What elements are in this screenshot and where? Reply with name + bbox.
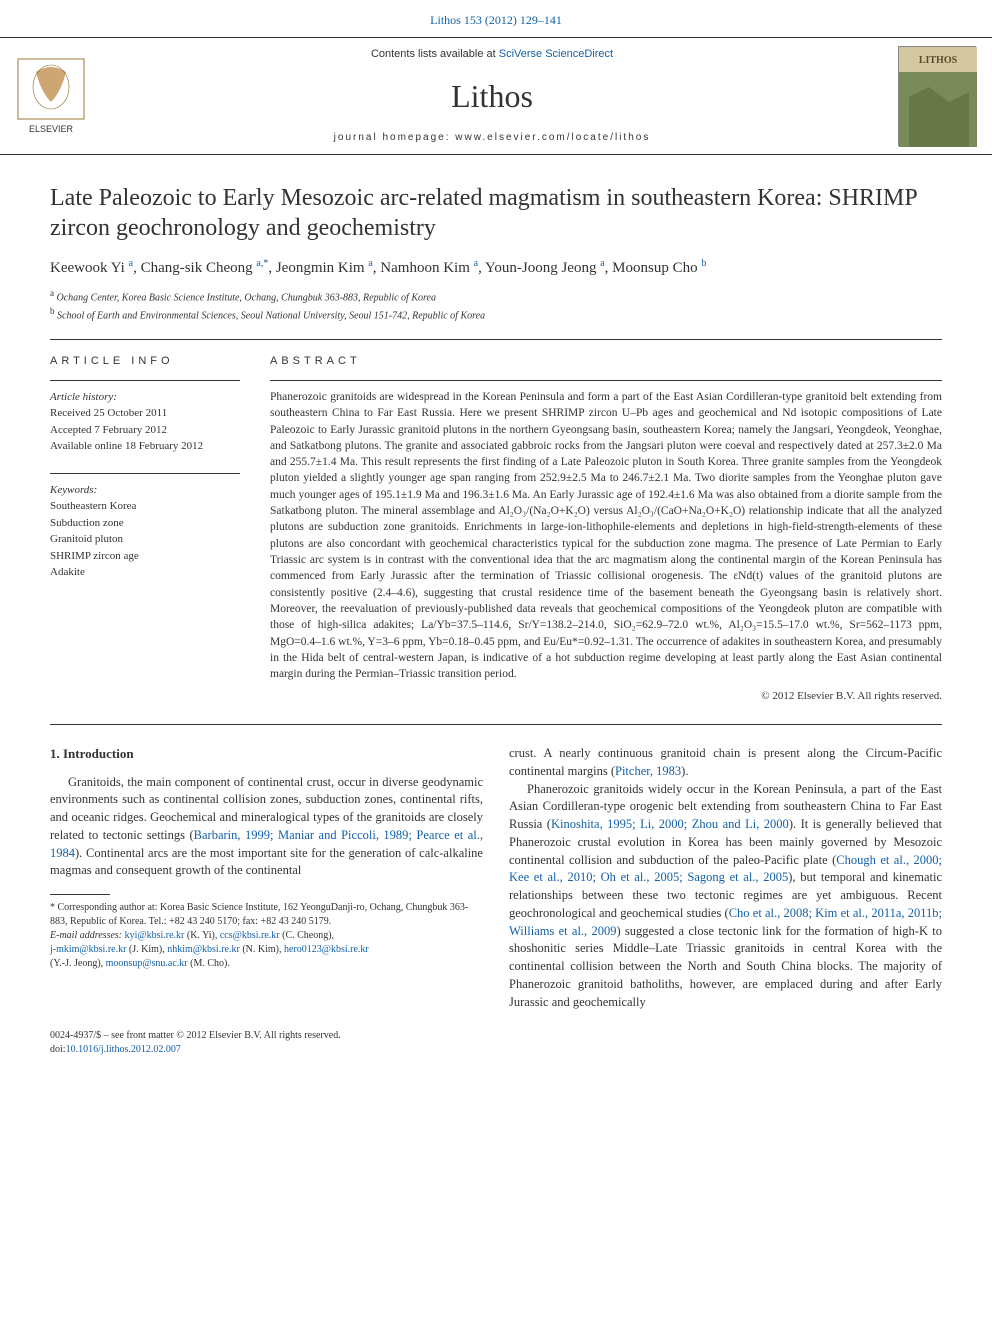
page-footer: 0024-4937/$ – see front matter © 2012 El… [0,1011,992,1069]
history-online: Available online 18 February 2012 [50,438,240,455]
article-info-col: ARTICLE INFO Article history: Received 2… [50,354,240,704]
keywords-block: Keywords: Southeastern Korea Subduction … [50,482,240,581]
keyword: Granitoid pluton [50,531,240,548]
section-heading: 1. Introduction [50,745,483,763]
journal-cover-thumbnail: LITHOS [898,46,976,146]
journal-homepage: journal homepage: www.elsevier.com/locat… [86,131,898,145]
author-aff-sup: a [474,258,478,269]
citation-link[interactable]: Lithos 153 (2012) 129–141 [430,13,562,27]
journal-block: Contents lists available at SciVerse Sci… [86,47,898,145]
divider [50,473,240,474]
author: Chang-sik Cheong a,* [141,260,269,276]
affiliation: b School of Earth and Environmental Scie… [50,305,942,323]
email-link[interactable]: ccs@kbsi.re.kr [220,930,280,941]
author: Keewook Yi a [50,260,133,276]
body-paragraph: Granitoids, the main component of contin… [50,774,483,881]
article-info-head: ARTICLE INFO [50,354,240,369]
author: Namhoon Kim a [380,260,478,276]
keywords-title: Keywords: [50,482,240,499]
abstract-copyright: © 2012 Elsevier B.V. All rights reserved… [270,689,942,704]
abstract-text: Phanerozoic granitoids are widespread in… [270,389,942,683]
email-link[interactable]: j-mkim@kbsi.re.kr [50,944,126,955]
copyright-line: 0024-4937/$ – see front matter © 2012 El… [50,1029,341,1043]
keyword: SHRIMP zircon age [50,548,240,565]
elsevier-logo-text: ELSEVIER [29,124,74,134]
citation-link[interactable]: Kinoshita, 1995; Li, 2000; Zhou and Li, … [551,817,789,831]
author-aff-sup: a [368,258,372,269]
email-link[interactable]: nhkim@kbsi.re.kr [167,944,240,955]
keyword: Southeastern Korea [50,498,240,515]
history-received: Received 25 October 2011 [50,405,240,422]
author-list: Keewook Yi a, Chang-sik Cheong a,*, Jeon… [0,251,992,285]
citation-header: Lithos 153 (2012) 129–141 [0,0,992,37]
article-history: Article history: Received 25 October 201… [50,389,240,455]
citation-link[interactable]: Pitcher, 1983 [615,764,681,778]
body-paragraph: Phanerozoic granitoids widely occur in t… [509,781,942,1012]
contents-prefix: Contents lists available at [371,48,499,60]
left-column: 1. Introduction Granitoids, the main com… [50,745,483,1011]
emails-label: E-mail addresses: [50,930,125,941]
author: Youn-Joong Jeong a [485,260,605,276]
body-paragraph: crust. A nearly continuous granitoid cha… [509,745,942,781]
history-accepted: Accepted 7 February 2012 [50,422,240,439]
cover-label: LITHOS [919,55,958,66]
author-aff-sup: b [701,258,706,269]
doi-line: doi:10.1016/j.lithos.2012.02.007 [50,1043,341,1057]
contents-available: Contents lists available at SciVerse Sci… [86,47,898,62]
author-aff-sup: a,* [256,258,268,269]
email-list: E-mail addresses: kyi@kbsi.re.kr (K. Yi)… [50,929,483,971]
email-link[interactable]: moonsup@snu.ac.kr [106,958,188,969]
author-aff-sup: a [129,258,133,269]
author: Jeongmin Kim a [276,260,373,276]
author: Moonsup Cho b [612,260,706,276]
keyword: Adakite [50,564,240,581]
body-columns: 1. Introduction Granitoids, the main com… [0,725,992,1011]
divider [50,380,240,381]
article-title: Late Paleozoic to Early Mesozoic arc-rel… [0,155,992,251]
right-column: crust. A nearly continuous granitoid cha… [509,745,942,1011]
abstract-head: ABSTRACT [270,354,942,369]
homepage-url: www.elsevier.com/locate/lithos [455,132,650,143]
email-link[interactable]: kyi@kbsi.re.kr [125,930,185,941]
affiliation-list: a Ochang Center, Korea Basic Science Ins… [0,285,992,340]
footer-left: 0024-4937/$ – see front matter © 2012 El… [50,1029,341,1057]
abstract-col: ABSTRACT Phanerozoic granitoids are wide… [270,354,942,704]
footnotes: * Corresponding author at: Korea Basic S… [50,901,483,971]
history-title: Article history: [50,389,240,406]
journal-name: Lithos [86,74,898,119]
footnote-separator [50,894,110,895]
elsevier-logo: ELSEVIER [16,57,86,135]
journal-banner: ELSEVIER Contents lists available at Sci… [0,37,992,155]
corresponding-author-note: * Corresponding author at: Korea Basic S… [50,901,483,929]
email-link[interactable]: hero0123@kbsi.re.kr [284,944,369,955]
doi-link[interactable]: 10.1016/j.lithos.2012.02.007 [66,1044,181,1055]
affiliation: a Ochang Center, Korea Basic Science Ins… [50,287,942,305]
homepage-prefix: journal homepage: [334,132,456,143]
keyword: Subduction zone [50,515,240,532]
sciencedirect-link[interactable]: SciVerse ScienceDirect [499,48,613,60]
article-meta-row: ARTICLE INFO Article history: Received 2… [0,340,992,724]
divider [270,380,942,381]
author-aff-sup: a [600,258,604,269]
